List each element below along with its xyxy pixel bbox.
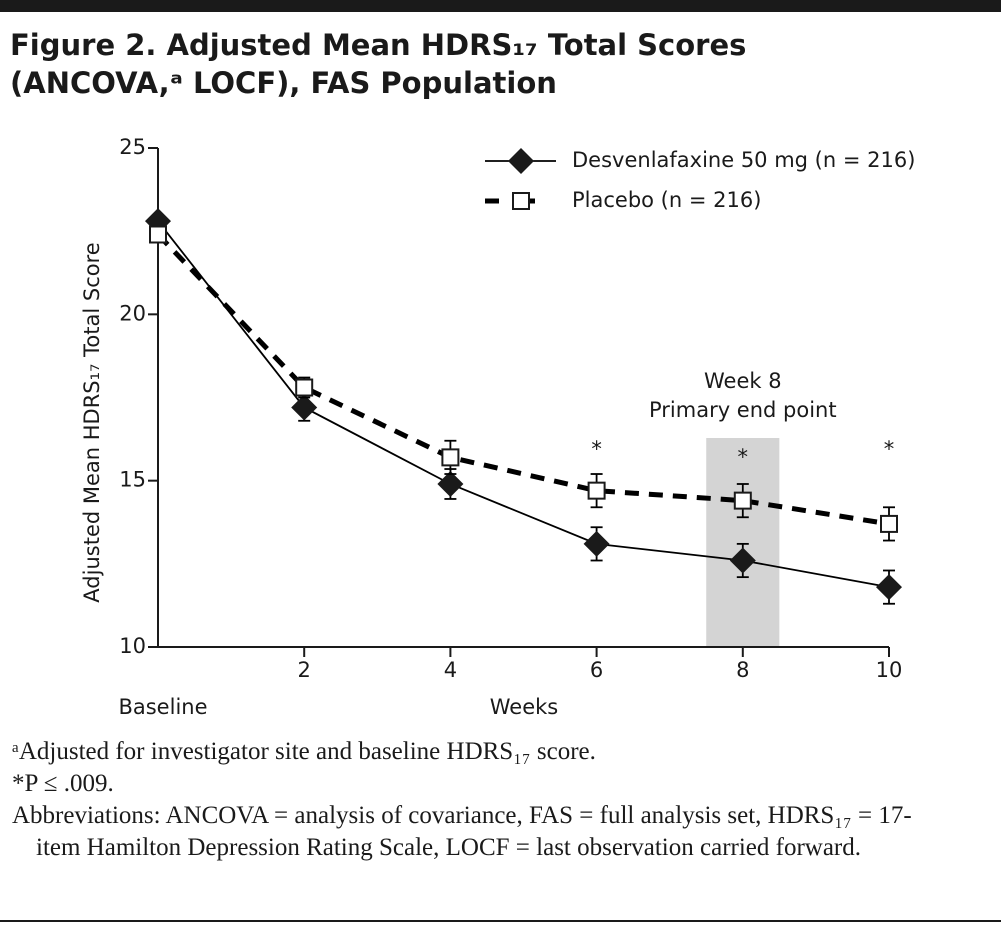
footnote: Abbreviations: ANCOVA = analysis of cova… <box>12 802 912 861</box>
annotation: * <box>884 437 895 461</box>
legend-marker <box>512 192 530 210</box>
y-axis-label: Adjusted Mean HDRS₁₇ Total Score <box>80 242 104 602</box>
x-tick-label: 6 <box>590 658 603 682</box>
footnote: *P ≤ .009. <box>12 770 114 797</box>
y-tick-label: 20 <box>119 301 146 325</box>
chart-title: Figure 2. Adjusted Mean HDRS₁₇ Total Sco… <box>10 26 746 102</box>
highlight-label: Week 8 <box>704 369 782 393</box>
marker <box>149 225 167 244</box>
marker <box>437 470 464 497</box>
x-tick-label: Baseline <box>118 695 207 719</box>
marker <box>880 514 898 533</box>
highlight-band <box>706 438 780 647</box>
marker <box>441 448 460 467</box>
footnotes: ᵃAdjusted for investigator site and base… <box>12 736 952 864</box>
legend-label: Placebo (n = 216) <box>572 188 761 212</box>
y-tick-label: 25 <box>119 135 146 159</box>
marker <box>876 574 902 601</box>
marker <box>729 547 756 574</box>
footnote: ᵃAdjusted for investigator site and base… <box>12 738 596 765</box>
marker <box>291 394 318 421</box>
highlight-label: Primary end point <box>649 398 837 422</box>
marker <box>295 378 314 397</box>
x-tick-label: 2 <box>298 658 311 682</box>
series-line <box>156 232 890 527</box>
x-axis-label: Weeks <box>490 695 558 719</box>
legend-marker <box>508 148 534 174</box>
annotation: * <box>591 437 602 461</box>
series-line <box>157 220 890 589</box>
annotation: * <box>738 445 749 469</box>
marker <box>587 481 606 500</box>
y-tick-label: 10 <box>119 634 146 658</box>
x-tick-label: 4 <box>444 658 457 682</box>
legend-label: Desvenlafaxine 50 mg (n = 216) <box>572 148 915 172</box>
title-line: (ANCOVA,ᵃ LOCF), FAS Population <box>10 66 557 100</box>
bottom-rule <box>0 920 1001 922</box>
top-rule <box>0 0 1001 12</box>
x-tick-label: 8 <box>736 658 749 682</box>
y-tick-label: 15 <box>119 468 146 492</box>
title-line: Figure 2. Adjusted Mean HDRS₁₇ Total Sco… <box>10 28 747 62</box>
x-tick-label: 10 <box>876 658 903 682</box>
marker <box>733 491 752 510</box>
marker <box>583 530 610 557</box>
